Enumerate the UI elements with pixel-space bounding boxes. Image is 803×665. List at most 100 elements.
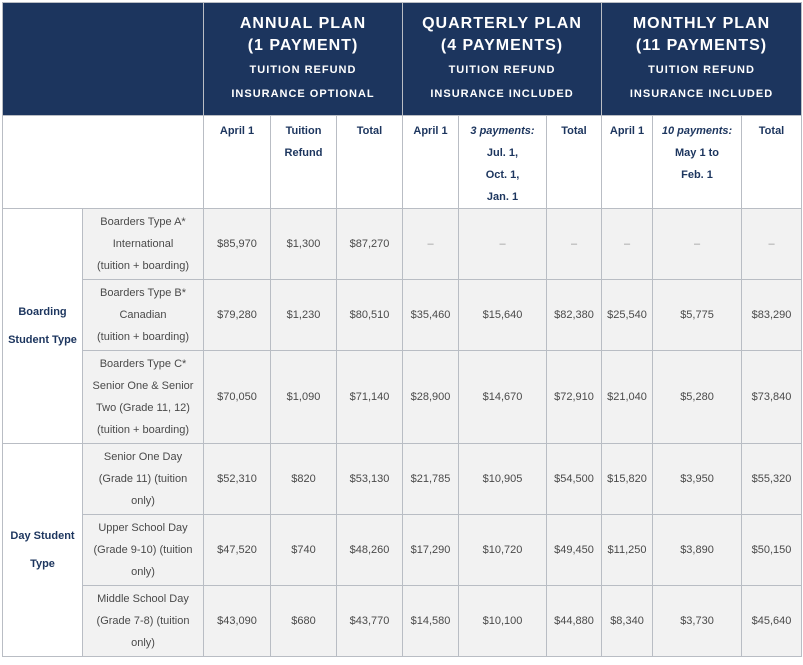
quarterly-payments-date-3: Jan. 1 <box>486 191 519 203</box>
table-row: Boarding Student Type Boarders Type A* I… <box>2 208 803 444</box>
monthly-total-cell: $45,640 <box>741 585 803 657</box>
quarterly-total-cell: $44,880 <box>545 585 603 657</box>
table-row: Boarders Type C* Senior One & Senior Two… <box>3 350 803 444</box>
row-label-line: Canadian <box>119 309 167 321</box>
annual-refund-cell: $1,230 <box>270 279 337 351</box>
quarterly-april-cell: $21,785 <box>402 443 459 515</box>
monthly-april-cell: $15,820 <box>601 443 654 515</box>
annual-total-cell: $87,270 <box>336 208 403 280</box>
row-label-line: only) <box>131 495 155 507</box>
quarterly-april-cell: $28,900 <box>402 350 459 444</box>
monthly-payments-range-2: Feb. 1 <box>681 169 713 181</box>
monthly-total-cell: $55,320 <box>741 443 803 515</box>
quarterly-payments-cell: $10,100 <box>458 585 547 657</box>
row-label-line: (Grade 9-10) (tuition <box>93 544 193 556</box>
quarterly-payments-title: 3 payments: <box>470 125 535 137</box>
row-label-line: only) <box>131 637 155 649</box>
monthly-plan-payments: (11 PAYMENTS) <box>635 37 768 54</box>
quarterly-payments-date-1: Jul. 1, <box>486 147 519 159</box>
row-label: Senior One Day (Grade 11) (tuition only) <box>82 443 204 515</box>
quarterly-payments-cell: $10,720 <box>458 514 547 586</box>
day-group-label: Day Student Type <box>2 443 83 657</box>
row-label-line: International <box>112 238 174 250</box>
monthly-payments-title: 10 payments: <box>661 125 733 137</box>
row-label-line: Boarders Type B* <box>99 287 186 299</box>
row-label: Boarders Type C* Senior One & Senior Two… <box>82 350 204 444</box>
row-label-line: (tuition + boarding) <box>96 331 190 343</box>
boarding-group-label: Boarding Student Type <box>2 208 83 444</box>
quarterly-april-cell: – <box>402 208 459 280</box>
monthly-total-cell: $83,290 <box>741 279 803 351</box>
monthly-april-cell: $25,540 <box>601 279 654 351</box>
annual-total-cell: $71,140 <box>336 350 403 444</box>
quarterly-payments-cell: – <box>458 208 547 280</box>
row-label-line: (tuition + boarding) <box>96 260 190 272</box>
monthly-total-header: Total <box>741 115 803 209</box>
table-row: Upper School Day (Grade 9-10) (tuition o… <box>3 514 803 586</box>
table-row: Boarders Type B* Canadian (tuition + boa… <box>3 279 803 351</box>
annual-refund-cell: $1,300 <box>270 208 337 280</box>
monthly-payments-cell: $3,950 <box>652 443 743 515</box>
table-row: Day Student Type Senior One Day (Grade 1… <box>2 443 803 657</box>
monthly-plan-note-2: INSURANCE INCLUDED <box>629 88 774 100</box>
monthly-payments-cell: $3,890 <box>652 514 743 586</box>
annual-plan-payments: (1 PAYMENT) <box>247 37 359 54</box>
annual-refund-cell: $1,090 <box>270 350 337 444</box>
monthly-payments-cell: $5,280 <box>652 350 743 444</box>
quarterly-payments-cell: $15,640 <box>458 279 547 351</box>
row-label-line: (tuition + boarding) <box>96 424 190 436</box>
annual-total-cell: $53,130 <box>336 443 403 515</box>
monthly-april-cell: $11,250 <box>601 514 654 586</box>
quarterly-payments-date-2: Oct. 1, <box>485 169 520 181</box>
annual-april-cell: $52,310 <box>203 443 271 515</box>
quarterly-april-cell: $17,290 <box>402 514 459 586</box>
quarterly-payments-cell: $14,670 <box>458 350 547 444</box>
quarterly-april-cell: $35,460 <box>402 279 459 351</box>
annual-april-cell: $79,280 <box>203 279 271 351</box>
annual-total-header: Total <box>336 115 403 209</box>
table-row: Middle School Day (Grade 7-8) (tuition o… <box>3 585 803 657</box>
annual-april-cell: $85,970 <box>203 208 271 280</box>
annual-refund-header-line2: Refund <box>284 147 323 159</box>
quarterly-total-cell: $49,450 <box>545 514 603 586</box>
annual-april-cell: $43,090 <box>203 585 271 657</box>
annual-april-cell: $47,520 <box>203 514 271 586</box>
quarterly-plan-header: QUARTERLY PLAN (4 PAYMENTS) TUITION REFU… <box>401 2 603 116</box>
quarterly-total-cell: $54,500 <box>545 443 603 515</box>
quarterly-april-header: April 1 <box>402 115 459 209</box>
column-header-blank <box>2 115 204 209</box>
monthly-total-cell: $50,150 <box>741 514 803 586</box>
annual-refund-header: Tuition Refund <box>270 115 337 209</box>
row-label: Boarders Type B* Canadian (tuition + boa… <box>82 279 204 351</box>
quarterly-total-cell: $72,910 <box>545 350 603 444</box>
monthly-total-cell: $73,840 <box>741 350 803 444</box>
quarterly-plan-note-2: INSURANCE INCLUDED <box>430 88 574 100</box>
row-label-line: Middle School Day <box>97 593 189 605</box>
monthly-payments-cell: $5,775 <box>652 279 743 351</box>
annual-plan-note-1: TUITION REFUND <box>249 64 357 76</box>
column-header-row: April 1 Tuition Refund Total April 1 3 p… <box>2 115 803 209</box>
monthly-payments-range-1: May 1 to <box>675 147 720 159</box>
annual-april-header: April 1 <box>203 115 271 209</box>
monthly-april-cell: $21,040 <box>601 350 654 444</box>
monthly-payments-header: 10 payments: May 1 to Feb. 1 <box>652 115 743 209</box>
quarterly-april-cell: $14,580 <box>402 585 459 657</box>
quarterly-plan-note-1: TUITION REFUND <box>448 64 556 76</box>
row-label-line: Senior One & Senior <box>92 380 194 392</box>
annual-refund-cell: $820 <box>270 443 337 515</box>
row-label-line: Senior One Day <box>103 451 183 463</box>
monthly-total-cell: – <box>741 208 803 280</box>
annual-april-cell: $70,050 <box>203 350 271 444</box>
row-label-line: only) <box>131 566 155 578</box>
annual-refund-cell: $740 <box>270 514 337 586</box>
row-label: Upper School Day (Grade 9-10) (tuition o… <box>82 514 204 586</box>
monthly-payments-cell: – <box>652 208 743 280</box>
row-label-line: (Grade 11) (tuition <box>98 473 188 485</box>
boarding-group-line1: Boarding <box>18 306 67 318</box>
monthly-april-cell: $8,340 <box>601 585 654 657</box>
quarterly-total-header: Total <box>545 115 603 209</box>
row-label-line: Boarders Type A* <box>100 216 186 228</box>
annual-plan-title: ANNUAL PLAN <box>239 15 367 32</box>
annual-total-cell: $43,770 <box>336 585 403 657</box>
